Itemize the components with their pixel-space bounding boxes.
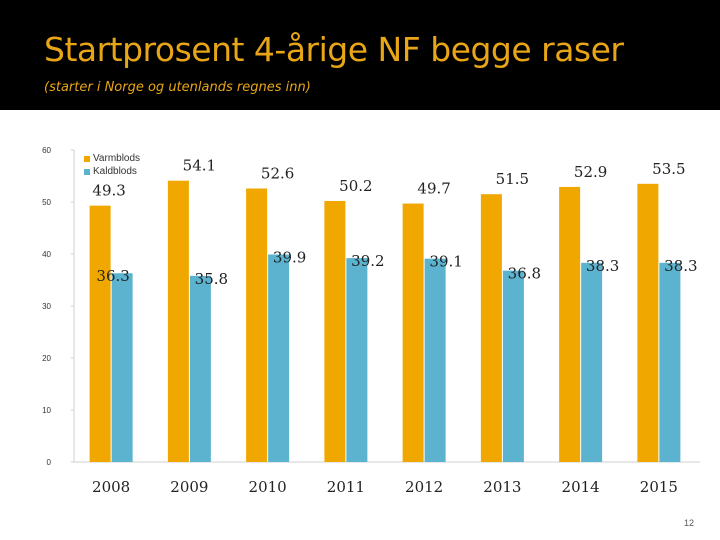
header-band: Startprosent 4-årige NF begge raser (sta…: [0, 0, 720, 110]
x-tick-label-2015: 2015: [640, 478, 678, 496]
chart-legend: Varmblods Kaldblods: [84, 152, 140, 178]
y-tick-label: 30: [42, 302, 51, 311]
legend-label-varmblods: Varmblods: [93, 153, 141, 164]
bar-kaldblods-2008: [111, 273, 133, 462]
page-subtitle: (starter i Norge og utenlands regnes inn…: [44, 80, 311, 95]
x-tick-label-2008: 2008: [92, 478, 130, 496]
data-label-varmblods-2010: 52.6: [261, 164, 294, 182]
bar-kaldblods-2015: [659, 262, 681, 462]
legend-item-varmblods: Varmblods: [84, 152, 140, 165]
data-label-kaldblods-2014: 38.3: [586, 257, 619, 275]
data-label-varmblods-2008: 49.3: [92, 182, 125, 200]
bar-kaldblods-2014: [581, 262, 603, 462]
bar-varmblods-2011: [324, 200, 346, 462]
y-tick-label: 40: [42, 250, 51, 259]
y-tick-label: 50: [42, 198, 51, 207]
bar-varmblods-2008: [89, 205, 111, 462]
data-label-kaldblods-2013: 36.8: [508, 265, 541, 283]
y-tick-label: 0: [47, 458, 52, 467]
page-title: Startprosent 4-årige NF begge raser: [44, 30, 624, 69]
x-tick-label-2011: 2011: [327, 478, 365, 496]
bar-varmblods-2009: [167, 180, 189, 462]
y-tick-label: 10: [42, 406, 51, 415]
data-label-varmblods-2014: 52.9: [574, 163, 607, 181]
legend-swatch-varmblods: [84, 155, 90, 162]
bar-kaldblods-2012: [424, 258, 446, 462]
bar-varmblods-2015: [637, 183, 659, 463]
x-tick-label-2012: 2012: [405, 478, 443, 496]
legend-item-kaldblods: Kaldblods: [84, 165, 140, 178]
x-tick-label-2014: 2014: [562, 478, 600, 496]
x-tick-label-2010: 2010: [249, 478, 287, 496]
page-number: 12: [683, 518, 694, 528]
data-label-varmblods-2013: 51.5: [496, 170, 529, 188]
bar-kaldblods-2011: [346, 258, 368, 462]
data-label-varmblods-2011: 50.2: [339, 177, 372, 195]
data-label-kaldblods-2009: 35.8: [195, 270, 228, 288]
legend-swatch-kaldblods: [84, 168, 90, 175]
x-tick-label-2013: 2013: [483, 478, 521, 496]
y-tick-label: 60: [42, 146, 51, 155]
bar-kaldblods-2013: [502, 270, 524, 462]
y-tick-label: 20: [42, 354, 51, 363]
data-label-varmblods-2015: 53.5: [652, 160, 685, 178]
data-label-kaldblods-2015: 38.3: [664, 257, 697, 275]
data-label-kaldblods-2012: 39.1: [429, 253, 462, 271]
bar-varmblods-2012: [402, 203, 424, 462]
data-label-kaldblods-2010: 39.9: [273, 249, 306, 267]
legend-label-kaldblods: Kaldblods: [93, 166, 137, 177]
bar-kaldblods-2010: [268, 254, 290, 462]
bar-kaldblods-2009: [189, 275, 211, 462]
data-label-varmblods-2012: 49.7: [417, 180, 450, 198]
data-label-varmblods-2009: 54.1: [183, 157, 216, 175]
bar-varmblods-2013: [480, 194, 502, 462]
data-label-kaldblods-2011: 39.2: [351, 252, 384, 270]
x-tick-label-2009: 2009: [170, 478, 208, 496]
bar-varmblods-2014: [559, 186, 581, 463]
data-label-kaldblods-2008: 36.3: [96, 267, 129, 285]
bar-varmblods-2010: [246, 188, 268, 463]
